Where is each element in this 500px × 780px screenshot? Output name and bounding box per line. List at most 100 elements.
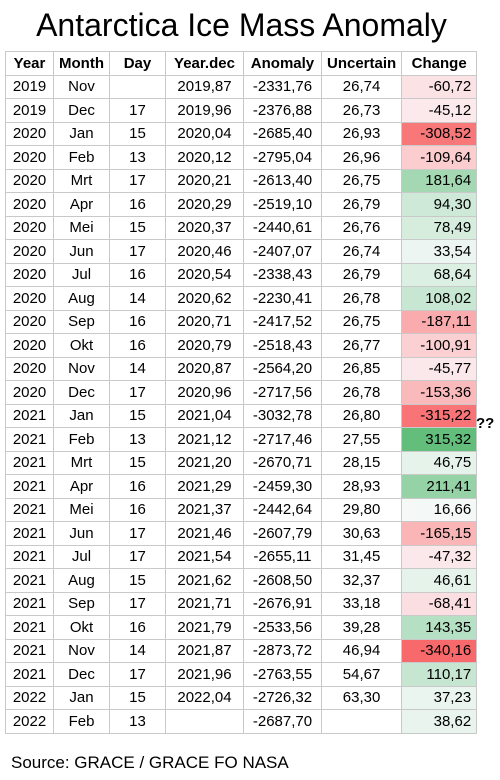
cell-year: 2020	[5, 309, 54, 334]
cell-year: 2020	[5, 262, 54, 287]
cell-change: 315,32	[401, 427, 478, 452]
cell-day: 17	[108, 544, 166, 569]
question-marks-note: ??	[476, 415, 495, 432]
cell-year-dec: 2020,71	[164, 309, 244, 334]
cell-day: 15	[108, 121, 166, 146]
cell-uncertain: 26,76	[320, 215, 403, 240]
cell-year: 2020	[5, 192, 54, 217]
cell-day: 17	[108, 591, 166, 616]
cell-uncertain: 26,77	[320, 333, 403, 358]
cell-anomaly: -2442,64	[242, 497, 322, 522]
table-row: 2020 Okt 16 2020,79 -2518,43 26,77 -100,91	[5, 333, 478, 358]
cell-uncertain: 26,73	[320, 98, 403, 123]
cell-year: 2021	[5, 521, 54, 546]
cell-month: Jan	[53, 403, 110, 428]
cell-anomaly: -2417,52	[242, 309, 322, 334]
cell-anomaly: -2518,43	[242, 333, 322, 358]
cell-change: -100,91	[401, 333, 478, 358]
table-row: 2021 Jun 17 2021,46 -2607,79 30,63 -165,15	[5, 521, 478, 546]
cell-month: Mei	[53, 215, 110, 240]
cell-change: 211,41	[401, 474, 478, 499]
cell-month: Dec	[53, 380, 110, 405]
cell-anomaly: -2717,56	[242, 380, 322, 405]
cell-month: Dec	[53, 98, 110, 123]
cell-change: 181,64	[401, 168, 478, 193]
cell-month: Aug	[53, 286, 110, 311]
cell-month: Nov	[53, 74, 110, 99]
cell-day: 15	[108, 568, 166, 593]
table-row: 2020 Jul 16 2020,54 -2338,43 26,79 68,64	[5, 262, 478, 287]
cell-year-dec: 2020,96	[164, 380, 244, 405]
cell-anomaly: -2726,32	[242, 685, 322, 710]
table-row: 2021 Apr 16 2021,29 -2459,30 28,93 211,41	[5, 474, 478, 499]
table-row: 2020 Nov 14 2020,87 -2564,20 26,85 -45,77	[5, 356, 478, 381]
table-row: 2020 Dec 17 2020,96 -2717,56 26,78 -153,36	[5, 380, 478, 405]
cell-month: Dec	[53, 662, 110, 687]
cell-year-dec: 2021,71	[164, 591, 244, 616]
cell-year-dec: 2019,96	[164, 98, 244, 123]
cell-uncertain: 33,18	[320, 591, 403, 616]
cell-change: -45,77	[401, 356, 478, 381]
cell-month: Jan	[53, 121, 110, 146]
cell-year-dec: 2021,79	[164, 615, 244, 640]
cell-year-dec: 2021,12	[164, 427, 244, 452]
cell-change: 16,66	[401, 497, 478, 522]
cell-year-dec: 2021,20	[164, 450, 244, 475]
cell-year: 2020	[5, 356, 54, 381]
cell-uncertain: 26,79	[320, 262, 403, 287]
cell-year: 2021	[5, 662, 54, 687]
cell-uncertain: 30,63	[320, 521, 403, 546]
table-row: 2021 Feb 13 2021,12 -2717,46 27,55 315,32	[5, 427, 478, 452]
cell-change: -165,15	[401, 521, 478, 546]
header-row: Year Month Day Year.dec Anomaly Uncertai…	[5, 51, 478, 76]
cell-uncertain	[320, 709, 403, 734]
table-row: 2021 Jul 17 2021,54 -2655,11 31,45 -47,32	[5, 544, 478, 569]
cell-year: 2021	[5, 497, 54, 522]
cell-anomaly: -2676,91	[242, 591, 322, 616]
cell-year-dec: 2020,37	[164, 215, 244, 240]
cell-anomaly: -2670,71	[242, 450, 322, 475]
cell-uncertain: 26,96	[320, 145, 403, 170]
cell-change: -315,22	[401, 403, 478, 428]
cell-year: 2021	[5, 568, 54, 593]
cell-anomaly: -2608,50	[242, 568, 322, 593]
cell-day: 17	[108, 98, 166, 123]
cell-uncertain: 26,74	[320, 239, 403, 264]
cell-year: 2021	[5, 474, 54, 499]
cell-day: 15	[108, 215, 166, 240]
ice-mass-table: Year Month Day Year.dec Anomaly Uncertai…	[5, 51, 478, 734]
cell-change: 110,17	[401, 662, 478, 687]
cell-anomaly: -2519,10	[242, 192, 322, 217]
cell-day: 16	[108, 615, 166, 640]
cell-year: 2020	[5, 145, 54, 170]
cell-month: Mrt	[53, 450, 110, 475]
cell-year-dec: 2021,46	[164, 521, 244, 546]
cell-change: 46,75	[401, 450, 478, 475]
table-row: 2021 Mei 16 2021,37 -2442,64 29,80 16,66	[5, 497, 478, 522]
cell-year: 2021	[5, 638, 54, 663]
cell-year: 2020	[5, 215, 54, 240]
header-change: Change	[401, 51, 478, 76]
cell-year: 2021	[5, 427, 54, 452]
cell-anomaly: -2564,20	[242, 356, 322, 381]
table-row: 2021 Dec 17 2021,96 -2763,55 54,67 110,17	[5, 662, 478, 687]
cell-change: -340,16	[401, 638, 478, 663]
cell-month: Sep	[53, 591, 110, 616]
cell-day: 13	[108, 145, 166, 170]
cell-year-dec: 2020,21	[164, 168, 244, 193]
cell-year-dec: 2021,87	[164, 638, 244, 663]
table-row: 2021 Mrt 15 2021,20 -2670,71 28,15 46,75	[5, 450, 478, 475]
cell-anomaly: -2459,30	[242, 474, 322, 499]
table-row: 2019 Dec 17 2019,96 -2376,88 26,73 -45,12	[5, 98, 478, 123]
table-row: 2020 Mrt 17 2020,21 -2613,40 26,75 181,64	[5, 168, 478, 193]
table-row: 2020 Feb 13 2020,12 -2795,04 26,96 -109,64	[5, 145, 478, 170]
cell-uncertain: 26,78	[320, 286, 403, 311]
cell-year: 2019	[5, 74, 54, 99]
cell-anomaly: -2376,88	[242, 98, 322, 123]
cell-day: 14	[108, 638, 166, 663]
table-row: 2020 Apr 16 2020,29 -2519,10 26,79 94,30	[5, 192, 478, 217]
cell-uncertain: 26,80	[320, 403, 403, 428]
cell-day: 15	[108, 403, 166, 428]
cell-uncertain: 63,30	[320, 685, 403, 710]
header-uncertain: Uncertain	[320, 51, 403, 76]
